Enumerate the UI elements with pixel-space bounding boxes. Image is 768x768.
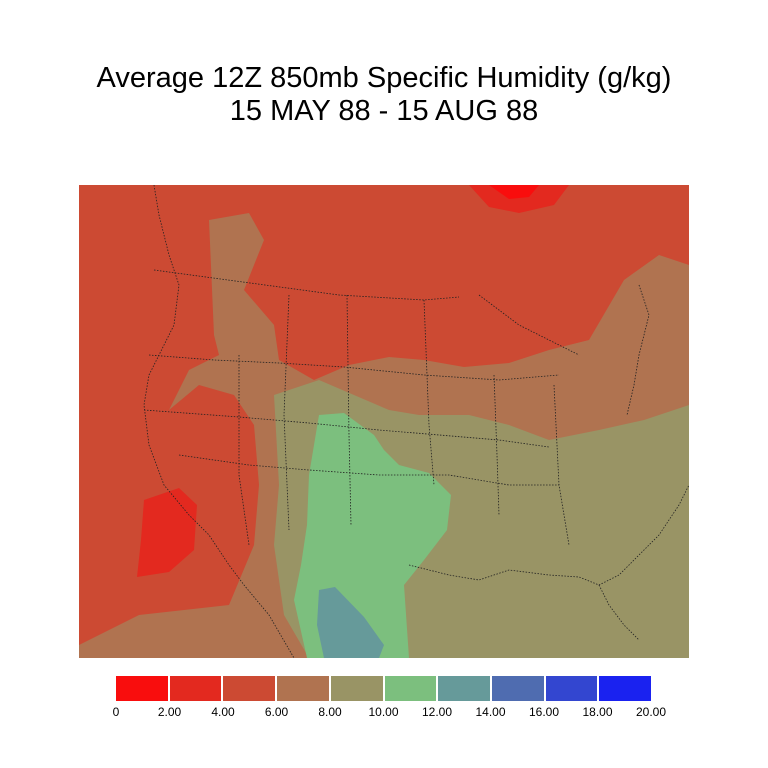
legend-swatch-c6-8 <box>275 676 329 701</box>
legend-swatch-c16-18 <box>543 676 598 701</box>
legend-swatch-c10-12 <box>382 676 437 701</box>
legend-tick-label: 6.00 <box>264 705 289 719</box>
map-date-range: 15 MAY 88 - 15 AUG 88 <box>229 95 539 127</box>
legend-swatch-c0-2 <box>116 676 168 701</box>
legend-tick-label: 4.00 <box>211 705 235 719</box>
legend-swatch-c12-14 <box>436 676 490 701</box>
legend-tick-labels: 0 2.00 4.00 6.00 8.00 10.00 12.00 14.00 16.00 18.… <box>112 705 666 721</box>
legend-swatch-c14-16 <box>489 676 544 701</box>
legend-tick-label: 12.00 <box>421 705 453 719</box>
legend-swatch-c8-10 <box>328 676 383 701</box>
map-title: Average 12Z 850mb Specific Humidity (g/k… <box>96 62 672 94</box>
field-2-4-north <box>469 185 569 213</box>
legend-tick-label: 2.00 <box>157 705 182 719</box>
humidity-map <box>79 185 689 658</box>
legend-tick-label: 20.00 <box>635 705 667 719</box>
legend-swatch-c2-4 <box>167 676 222 701</box>
boundary-lines <box>143 185 689 658</box>
legend-swatch-c4-6 <box>221 676 276 701</box>
legend-tick-label: 14.00 <box>475 705 506 719</box>
legend-tick-label: 16.00 <box>528 705 560 719</box>
field-12-14 <box>317 587 384 658</box>
legend-tick-label: 10.00 <box>368 705 399 719</box>
legend-tick-label: 18.00 <box>582 705 613 719</box>
color-legend <box>116 676 652 701</box>
legend-tick-label: 8.00 <box>318 705 342 719</box>
field-0-2-north <box>489 185 539 199</box>
field-2-4-west <box>137 488 197 577</box>
legend-swatch-c18-20 <box>597 676 652 701</box>
legend-tick-label: 0 <box>112 705 120 719</box>
